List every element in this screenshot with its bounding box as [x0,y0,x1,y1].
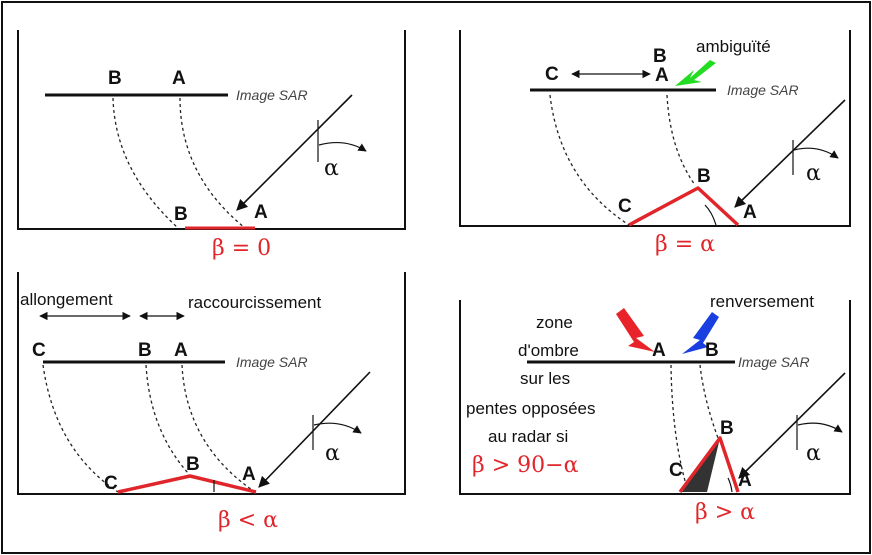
point-label-c-bottom: C [669,460,683,481]
radar-ray [738,372,846,479]
panel-foreshortening-equal: C B A ambiguïté Image SAR C B A α β = α [459,30,851,257]
terrain-steep-slope [678,436,740,494]
projection-arc-a [179,97,246,229]
beta-label: β > α [695,500,755,525]
shadow-text-line-2: d'ombre [518,341,579,360]
panel-flat: B A Image SAR B A α β = 0 [17,30,406,261]
terrain-slope [628,186,740,227]
radar-ray [236,94,353,211]
point-label-b-top: B [653,46,667,67]
point-label-c-bottom: C [618,196,632,217]
projection-arc-a [181,364,256,493]
projection-arc-b [145,364,189,474]
panel-layover-shadow: renversement zone d'ombre sur les pentes… [459,292,851,525]
point-label-a-bottom: A [743,202,757,223]
point-label-a-top: A [655,65,669,86]
projection-arc-a [670,364,689,492]
alpha-symbol: α [806,441,821,466]
point-label-a-top: A [652,340,666,361]
beta-label: β = α [655,232,715,257]
point-label-b-bottom: B [174,204,188,225]
point-label-b-top: B [705,340,719,361]
alpha-symbol: α [324,156,339,181]
panel-frame [459,300,851,495]
point-label-c-bottom: C [104,473,118,494]
layover-pointer-arrow [682,312,719,354]
ambiguity-label: ambiguïté [696,37,771,56]
projection-arc-c [42,364,119,493]
point-label-a-top: A [172,68,186,89]
shadow-condition: β > 90−α [472,453,579,478]
point-label-a-bottom: A [242,464,256,485]
projection-arc-b [112,97,179,229]
panel-foreshortening-less: allongement raccourcissement C B A Image… [17,272,406,533]
panel-frame [17,272,406,495]
projection-arc-b [666,94,696,186]
beta-angle-arc [704,204,717,226]
shadow-pointer-arrow [616,308,655,352]
sar-label: Image SAR [236,354,308,370]
ambiguity-arrow [675,60,716,86]
point-label-a-top: A [174,340,188,361]
shortening-label: raccourcissement [188,293,321,312]
shadow-text-line-1: zone [536,313,573,332]
radar-ray [258,371,371,488]
projection-arc-c [549,94,630,226]
incidence-angle-arc [797,422,843,433]
point-label-b-bottom: B [720,418,734,439]
point-label-c-top: C [545,64,559,85]
alpha-symbol: α [325,441,340,466]
sar-label: Image SAR [727,82,799,98]
sar-label: Image SAR [738,354,810,370]
incidence-angle-arc [318,141,367,152]
alpha-symbol: α [806,161,821,186]
point-label-c-top: C [32,340,46,361]
elongation-label: allongement [20,290,113,309]
panel-frame [17,30,406,230]
point-label-b-bottom: B [697,166,711,187]
beta-angle-arc [727,477,733,493]
incidence-angle-arc [313,422,362,434]
layover-label: renversement [710,292,814,311]
panel-frame [459,30,851,227]
beta-label: β < α [218,508,278,533]
incidence-angle-arc [793,147,839,159]
radar-ray [734,99,846,208]
point-label-b-top: B [108,68,122,89]
terrain-slope [117,474,257,494]
shadow-text-line-3: sur les [520,369,570,388]
sar-label: Image SAR [236,87,308,103]
projection-arc-b [699,364,719,439]
point-label-a-bottom: A [254,202,268,223]
shadow-text-line-5: au radar si [488,427,568,446]
shadow-text-line-4: pentes opposées [466,399,596,418]
point-label-b-top: B [138,340,152,361]
point-label-b-bottom: B [186,454,200,475]
beta-label: β = 0 [212,236,271,261]
